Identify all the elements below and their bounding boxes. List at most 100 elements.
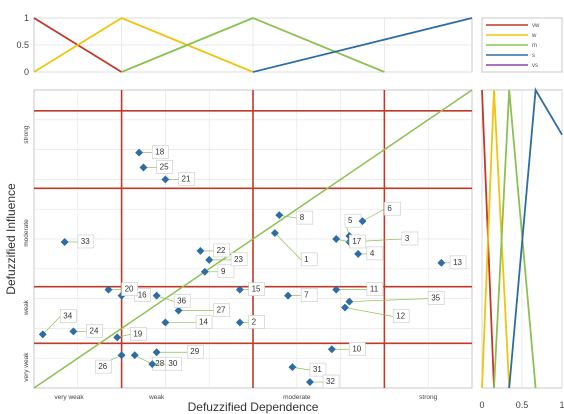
data-point-33: 33 [60,234,95,249]
right-tick-label: 1 [559,400,564,410]
data-point-26: 26 [95,351,126,374]
point-label: 18 [155,148,164,157]
data-point-15: 15 [235,282,265,296]
data-point-30: 30 [148,356,182,371]
point-marker [358,217,367,226]
y-category-label: weak [23,299,30,316]
point-label-box [59,309,77,323]
point-label: 34 [63,311,72,320]
point-marker [305,378,314,386]
data-point-1: 1 [270,229,318,267]
x-category-label: moderate [283,394,311,401]
data-point-9: 9 [200,264,235,279]
data-point-35: 35 [345,291,445,306]
main-scatter-panel: very weak weak moderate strong very weak weak… [23,89,473,401]
point-leader-line [134,354,153,365]
point-label: 3 [405,234,410,243]
point-label: 22 [217,246,226,255]
data-point-7: 7 [284,288,318,302]
point-label-box [86,324,103,338]
x-category-label: weak [148,394,165,401]
point-label: 15 [252,285,261,294]
point-label: 33 [81,237,90,246]
data-point-6: 6 [358,201,401,226]
point-label-box [173,294,191,308]
point-label: 26 [98,362,107,371]
point-label: 4 [370,249,375,258]
point-marker [152,291,161,300]
point-label-box [384,201,401,216]
data-point-13: 13 [437,255,467,270]
y-axis-title: Defuzzified Influence [4,183,18,295]
point-label: 25 [160,162,169,171]
top-membership-panel: 00.51 [16,13,473,77]
x-category-label: very weak [54,394,84,401]
point-label-box [349,234,366,249]
membership-y-line-m [493,89,537,389]
point-label-box [366,282,384,296]
data-point-8: 8 [275,210,314,225]
top-tick-label: 0 [24,67,29,77]
point-leader-line [344,307,394,317]
point-label: 31 [313,365,322,374]
data-point-17: 17 [332,234,366,249]
point-label: 32 [326,377,335,386]
point-marker [437,258,446,267]
point-label-box [187,344,204,359]
point-label-box [121,282,138,296]
point-label-box [95,359,112,374]
point-label-box [248,282,265,296]
point-label: 2 [252,317,257,326]
point-label: 13 [453,258,462,267]
point-label-box [151,145,169,159]
point-label: 17 [352,237,361,246]
point-label: 10 [352,344,361,353]
point-leader-line [362,208,385,222]
membership-y-line-s [508,87,563,389]
point-label-box [195,315,213,329]
point-label-box [296,210,314,225]
data-point-29: 29 [152,344,204,359]
point-marker [152,348,161,357]
point-label-box [165,356,182,371]
data-point-10: 10 [327,341,366,356]
point-marker [284,291,292,300]
membership-y-line-w [481,89,511,389]
point-marker [345,297,354,306]
point-label-box [77,234,95,249]
point-label-box [449,255,467,270]
data-point-34: 34 [38,309,77,339]
data-point-2: 2 [235,315,265,329]
point-label: 35 [431,294,440,303]
point-label: 9 [221,267,226,276]
point-marker [341,303,349,312]
point-label: 23 [234,255,243,264]
top-tick-label: 1 [24,13,29,23]
data-point-12: 12 [341,303,410,323]
point-marker [205,255,214,264]
point-label: 14 [199,317,208,326]
point-label-box [213,243,230,258]
legend-label-vw: vw [532,23,540,29]
legend-label-m: m [532,43,537,49]
data-point-36: 36 [152,291,191,308]
point-label: 8 [300,213,305,222]
point-label: 6 [387,204,392,213]
point-marker [60,238,69,246]
point-label: 1 [304,255,309,264]
point-label: 20 [125,285,134,294]
point-label: 5 [348,216,353,225]
legend-label-w: w [531,33,537,39]
point-marker [139,163,148,172]
legend-label-s: s [532,53,535,59]
point-label-box [322,374,340,389]
point-leader-line [349,298,429,302]
point-label: 24 [90,326,99,335]
point-label-box [309,362,327,377]
right-tick-label: 0.5 [516,400,529,410]
data-point-4: 4 [354,246,384,261]
point-label-box [401,231,419,246]
x-category-label: strong [419,394,437,401]
point-label: 7 [304,291,309,300]
point-label-box [366,246,384,261]
